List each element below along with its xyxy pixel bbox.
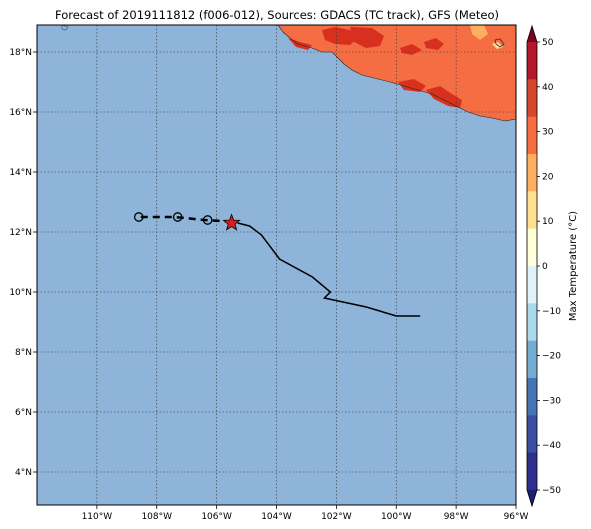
colorbar-segment [527, 154, 537, 192]
x-tick-label: 98°W [444, 512, 469, 522]
colorbar-tick-label: 10 [542, 217, 554, 227]
forecast-point-marker [133, 212, 144, 222]
colorbar-segment [527, 378, 537, 416]
y-tick-label: 4°N [15, 468, 32, 478]
x-tick-label: 106°W [201, 512, 232, 522]
x-tick-label: 100°W [381, 512, 412, 522]
colorbar-segment [527, 303, 537, 342]
colorbar-tick-label: −10 [542, 307, 561, 317]
y-tick-label: 6°N [15, 408, 32, 418]
graticule [37, 25, 516, 505]
y-tick-label: 12°N [9, 228, 32, 238]
x-tick-label: 102°W [321, 512, 352, 522]
x-tick-label: 104°W [261, 512, 292, 522]
y-tick-label: 18°N [9, 48, 32, 58]
colorbar-segment [527, 116, 537, 155]
colorbar-tick-label: −20 [542, 352, 561, 362]
colorbar-segment [527, 191, 537, 230]
forecast-point-marker [172, 212, 183, 222]
x-tick-label: 96°W [504, 512, 529, 522]
forecast-points [133, 212, 213, 225]
figure-title: Forecast of 2019111812 (f006-012), Sourc… [55, 8, 499, 22]
y-tick-label: 8°N [15, 348, 32, 358]
colorbar-segment [527, 266, 537, 304]
colorbar-tick-label: −40 [542, 441, 561, 451]
colorbar-label: Max Temperature (°C) [568, 211, 579, 321]
island-outline [61, 25, 69, 31]
colorbar-segment [527, 228, 537, 267]
land-mexico [61, 25, 516, 122]
colorbar-lower-extend [527, 490, 537, 506]
current-position-star [222, 213, 241, 231]
y-tick-label: 10°N [9, 288, 32, 298]
y-tick-label: 16°N [9, 108, 32, 118]
colorbar-tick-label: 20 [542, 172, 554, 182]
colorbar-upper-extend [527, 26, 537, 42]
land-hot-patch [398, 79, 426, 92]
coastline [277, 25, 516, 122]
map-area [37, 25, 516, 505]
land-warm-patch [470, 25, 488, 40]
colorbar-segment [527, 340, 537, 379]
colorbar-segment [527, 79, 537, 118]
colorbar-tick-label: 40 [542, 83, 554, 93]
colorbar-segment [527, 452, 537, 491]
forecast-track-line [135, 215, 232, 223]
y-axis: 4°N 6°N 8°N 10°N 12°N 14°N 16°N 18°N [9, 48, 37, 478]
y-tick-label: 14°N [9, 168, 32, 178]
past-track-line [237, 222, 421, 317]
forecast-point-marker [202, 215, 213, 225]
colorbar-segment [527, 42, 537, 80]
land-hot-patch [424, 38, 444, 50]
colorbar-tick-label: −50 [542, 486, 561, 496]
x-axis: 110°W 108°W 106°W 104°W 102°W 100°W 98°W 96°W [82, 505, 529, 522]
land-hot-patch [350, 27, 384, 48]
land-hot-patch [322, 27, 358, 45]
x-tick-label: 110°W [82, 512, 113, 522]
colorbar-tick-label: −30 [542, 396, 561, 406]
colorbar-segment [527, 415, 537, 454]
island-outline [494, 38, 505, 48]
x-tick-label: 108°W [141, 512, 172, 522]
land-hot-patch [426, 86, 462, 108]
colorbar: 50 40 30 20 10 0 −10 −20 −30 −40 −50 [526, 24, 561, 508]
colorbar-tick-label: 0 [542, 262, 548, 272]
colorbar-tick-label: 50 [542, 38, 554, 48]
colorbar-tick-label: 30 [542, 128, 554, 138]
